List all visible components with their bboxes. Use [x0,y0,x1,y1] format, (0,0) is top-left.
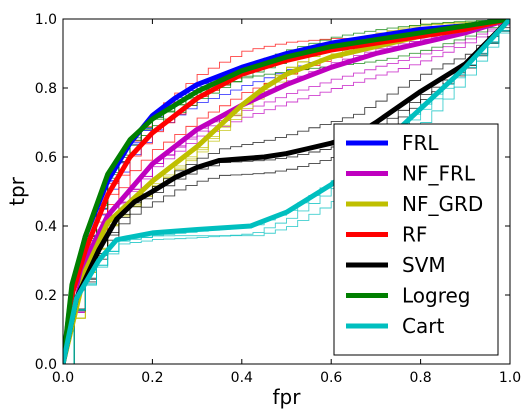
legend-label-nf-frl: NF_FRL [402,162,476,186]
series-line-cart [63,19,510,364]
series-line-rf [63,19,510,364]
fold-curve-cart [63,19,510,364]
legend-label-cart: Cart [402,314,444,338]
mean-roc-curves [63,19,510,364]
y-tick-label: 0.6 [35,150,57,166]
legend-label-frl: FRL [402,131,439,155]
x-axis-label: fpr [273,385,302,409]
y-tick-label: 0.0 [35,357,57,373]
plot-frame [62,18,511,365]
legend-label-rf: RF [402,223,427,247]
x-tick-label: 0.8 [409,370,431,386]
fold-curve-nf-frl [63,19,510,364]
legend-label-nf-grd: NF_GRD [402,192,483,216]
y-axis-label: tpr [5,176,29,206]
x-axis-ticks: 0.0 0.2 0.4 0.6 0.8 1.0 [52,19,521,386]
series-line-svm [63,19,510,364]
x-tick-label: 0.2 [141,370,163,386]
fold-curve-logreg [63,19,510,364]
series-line-nf-frl [63,19,510,364]
y-tick-label: 0.2 [35,288,57,304]
legend: FRL NF_FRL NF_GRD RF SVM Logreg Cart [333,123,499,356]
x-tick-label: 0.4 [231,370,253,386]
y-axis-ticks: 0.0 0.2 0.4 0.6 0.8 1.0 [35,12,510,373]
series-line-logreg [63,19,510,364]
fold-curve-svm [63,19,510,364]
x-tick-label: 0.6 [320,370,342,386]
legend-label-logreg: Logreg [402,284,471,308]
legend-label-svm: SVM [402,253,446,277]
legend-box [333,123,499,356]
x-tick-label: 1.0 [499,370,521,386]
y-tick-label: 0.8 [35,81,57,97]
x-tick-label: 0.0 [52,370,74,386]
fold-curve-cart [63,19,510,364]
y-tick-label: 0.4 [35,219,57,235]
y-tick-label: 1.0 [35,12,57,28]
